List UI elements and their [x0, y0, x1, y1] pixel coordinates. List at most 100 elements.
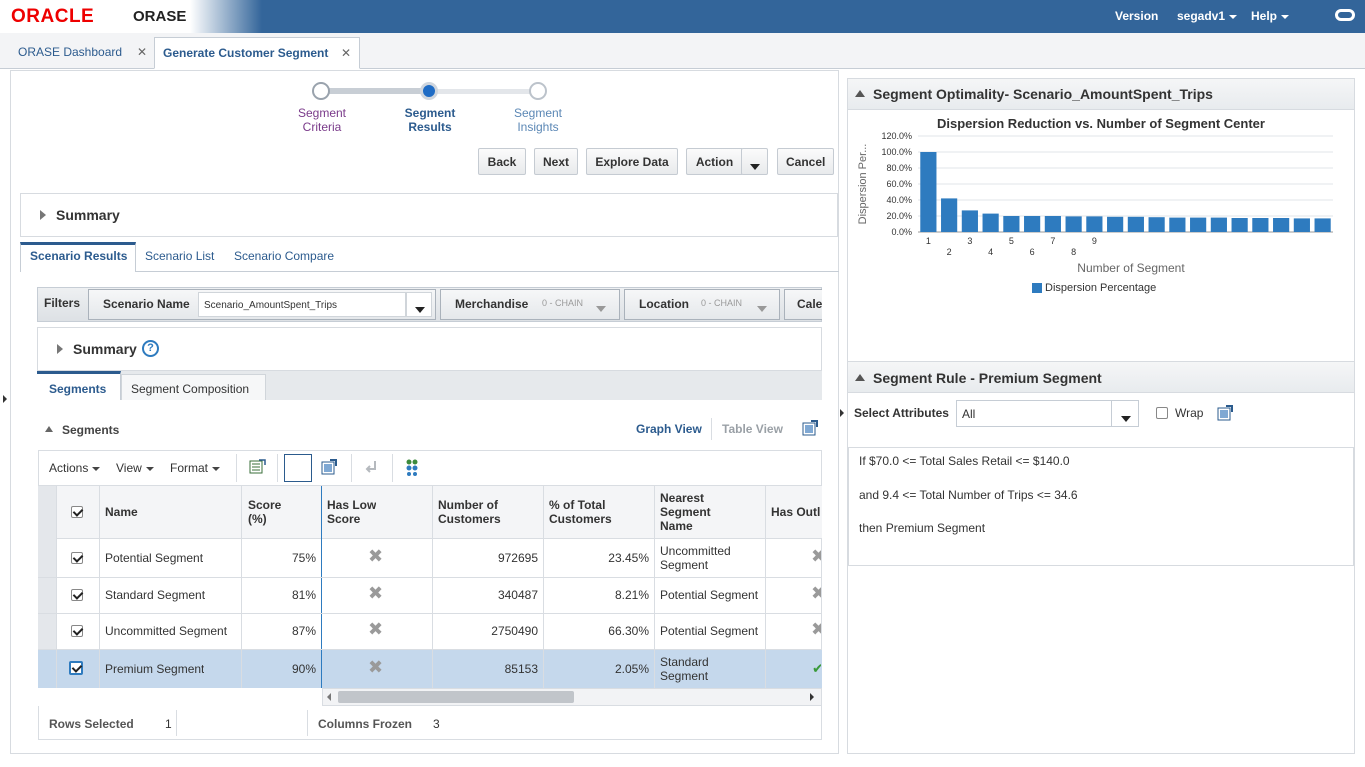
- oracle-ring-icon[interactable]: [1335, 9, 1355, 21]
- tab-segment-composition[interactable]: [121, 374, 266, 400]
- location-dropdown[interactable]: [757, 301, 767, 315]
- train-label-insights[interactable]: Segment Insights: [498, 106, 578, 134]
- train-label-criteria[interactable]: Segment Criteria: [282, 106, 362, 134]
- train-stop-insights[interactable]: [529, 82, 547, 100]
- col-header-number-of-customers[interactable]: Number of Customers: [438, 498, 501, 526]
- bar[interactable]: [1169, 217, 1186, 232]
- scenario-name-dropdown[interactable]: [406, 292, 432, 317]
- bar[interactable]: [1273, 218, 1290, 232]
- user-menu[interactable]: segadv1: [1177, 9, 1238, 23]
- freeze-button[interactable]: [284, 454, 312, 482]
- collapse-icon[interactable]: [45, 426, 53, 432]
- merchandise-value[interactable]: 0 - CHAIN: [542, 298, 584, 308]
- col-header-name[interactable]: Name: [105, 505, 138, 519]
- help-menu[interactable]: Help: [1251, 9, 1290, 23]
- tab-scenario-list[interactable]: Scenario List: [145, 249, 215, 263]
- back-button[interactable]: Back: [478, 148, 526, 175]
- bar[interactable]: [1003, 216, 1020, 232]
- bar[interactable]: [961, 210, 978, 232]
- col-header-has-low-score[interactable]: Has Low Score: [327, 498, 376, 526]
- close-icon[interactable]: ✕: [340, 46, 351, 60]
- bar[interactable]: [920, 152, 937, 232]
- inner-summary-toggle[interactable]: [57, 343, 63, 357]
- collapse-icon[interactable]: [855, 90, 865, 97]
- col-header-score[interactable]: Score (%): [248, 498, 281, 526]
- left-splitter[interactable]: [0, 384, 9, 414]
- col-header-nearest-segment[interactable]: Nearest Segment Name: [660, 491, 711, 533]
- inner-summary-title[interactable]: Summary: [73, 341, 137, 357]
- row-checkbox[interactable]: [69, 661, 83, 675]
- select-attributes-input[interactable]: All: [956, 400, 1112, 427]
- scenario-name-select[interactable]: Scenario_AmountSpent_Trips: [198, 292, 406, 317]
- row-checkbox[interactable]: [71, 589, 83, 601]
- col-header-has-outliers[interactable]: Has Outl: [771, 505, 821, 519]
- bar[interactable]: [1127, 216, 1144, 232]
- merchandise-dropdown[interactable]: [596, 301, 606, 315]
- row-checkbox[interactable]: [71, 552, 83, 564]
- bar[interactable]: [1190, 217, 1207, 232]
- chart-y-label: Dispersion Per...: [857, 144, 869, 225]
- tab-scenario-results-label[interactable]: Scenario Results: [30, 249, 128, 263]
- hierarchy-icon[interactable]: [405, 459, 419, 476]
- select-all-checkbox[interactable]: [71, 506, 83, 518]
- bar[interactable]: [1252, 218, 1269, 232]
- next-button[interactable]: Next: [534, 148, 578, 175]
- actions-menu[interactable]: Actions: [49, 461, 101, 475]
- tab-segments-label[interactable]: Segments: [49, 382, 107, 396]
- tab-orase-dashboard[interactable]: ORASE Dashboard ✕: [0, 37, 155, 69]
- detach-table-icon[interactable]: [321, 459, 337, 475]
- bar[interactable]: [1065, 216, 1082, 232]
- close-icon[interactable]: ✕: [136, 45, 147, 59]
- graph-view-link[interactable]: Graph View: [636, 422, 702, 436]
- view-menu[interactable]: View: [116, 461, 154, 475]
- tab-segment-composition-label[interactable]: Segment Composition: [131, 382, 250, 396]
- bar[interactable]: [1086, 216, 1103, 232]
- center-splitter[interactable]: [839, 400, 846, 426]
- format-menu[interactable]: Format: [170, 461, 221, 475]
- cancel-button[interactable]: Cancel: [777, 148, 834, 175]
- wrap-icon[interactable]: [364, 460, 378, 474]
- bar[interactable]: [1231, 218, 1248, 232]
- select-attributes-dropdown[interactable]: [1111, 400, 1139, 427]
- bar[interactable]: [1148, 217, 1165, 232]
- scrollbar-thumb[interactable]: [338, 691, 574, 703]
- summary-title[interactable]: Summary: [56, 207, 120, 223]
- summary-toggle[interactable]: [40, 209, 46, 223]
- help-icon[interactable]: ?: [142, 340, 159, 357]
- bar[interactable]: [1210, 217, 1227, 232]
- tab-scenario-results[interactable]: [20, 242, 136, 272]
- bar[interactable]: [941, 198, 958, 232]
- detach-icon[interactable]: [802, 420, 818, 436]
- tab-scenario-compare[interactable]: Scenario Compare: [234, 249, 335, 263]
- action-dropdown-button[interactable]: [741, 148, 768, 175]
- wrap-checkbox[interactable]: [1156, 407, 1168, 419]
- location-value[interactable]: 0 - CHAIN: [701, 298, 743, 308]
- row-checkbox[interactable]: [71, 625, 83, 637]
- detach-icon[interactable]: [1217, 405, 1233, 421]
- bar[interactable]: [1293, 218, 1310, 232]
- collapse-icon[interactable]: [855, 374, 865, 381]
- version-link[interactable]: Version: [1115, 9, 1159, 23]
- bar[interactable]: [1107, 216, 1124, 232]
- scroll-right-icon[interactable]: [810, 693, 814, 701]
- export-icon[interactable]: [249, 459, 266, 475]
- filter-merchandise: [440, 289, 620, 320]
- explore-data-button[interactable]: Explore Data: [586, 148, 678, 175]
- table-view-link[interactable]: Table View: [722, 422, 783, 436]
- bar[interactable]: [982, 213, 999, 232]
- wrap-label[interactable]: Wrap: [1175, 406, 1204, 420]
- train-stop-criteria[interactable]: [312, 82, 330, 100]
- tab-generate-customer-segment[interactable]: Generate Customer Segment ✕: [154, 37, 360, 69]
- bar[interactable]: [1314, 218, 1331, 232]
- filter-location: [624, 289, 780, 320]
- train-stop-results[interactable]: [420, 82, 438, 100]
- col-header-pct-total[interactable]: % of Total Customers: [549, 498, 612, 526]
- y-tick-label: 100.0%: [881, 147, 912, 157]
- bar[interactable]: [1024, 216, 1041, 232]
- train-label-results[interactable]: Segment Results: [390, 106, 470, 134]
- scroll-left-icon[interactable]: [327, 693, 331, 701]
- action-button[interactable]: Action: [686, 148, 742, 175]
- rule-text-area[interactable]: [848, 447, 1354, 566]
- tab-segments[interactable]: [37, 371, 121, 400]
- bar[interactable]: [1044, 216, 1061, 232]
